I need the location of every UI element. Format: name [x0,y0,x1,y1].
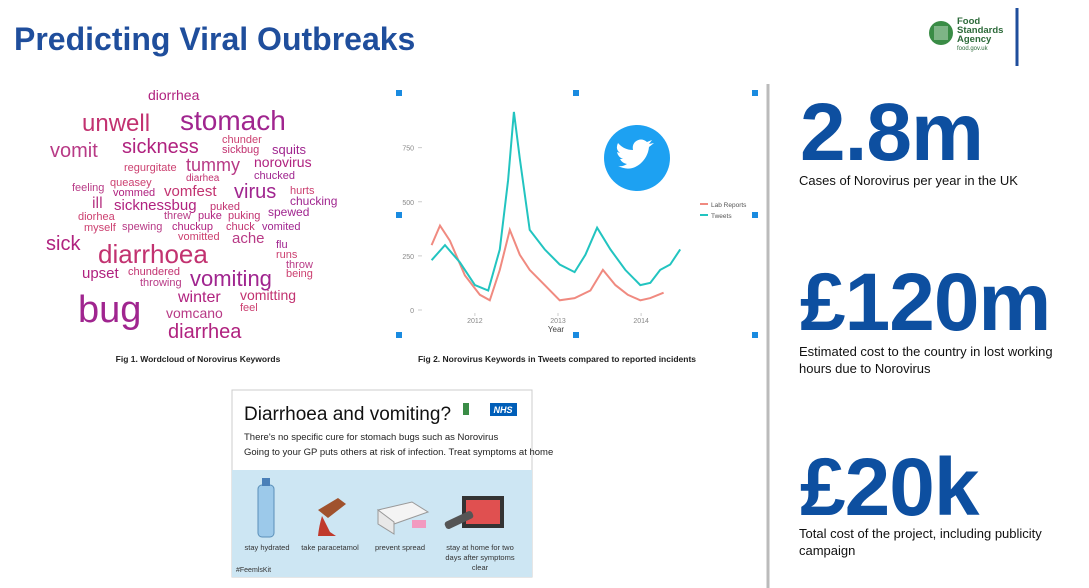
logo-text: Agency [957,34,992,45]
cloud-word: spewing [122,221,162,233]
series-line [430,111,682,292]
stat-label: Estimated cost to the country in lost wo… [799,344,1053,376]
cloud-word: sickness [122,136,199,158]
y-tick-label: 500 [402,200,414,207]
cloud-word: vomfest [164,183,217,200]
cloud-word: virus [234,181,276,203]
logo-mark [929,21,953,45]
logo-text: food.gov.uk [957,46,989,52]
stat-value: £20k [800,442,979,533]
cloud-word: feel [240,302,258,314]
cloud-word: vommed [113,187,155,199]
cloud-word: puked [210,201,240,213]
cloud-word: chuckup [172,221,213,233]
cloud-word: puke [198,210,222,222]
cloud-word: hurts [290,185,315,197]
cloud-word: upset [82,265,120,282]
poster-item-label: take paracetamol [301,543,359,552]
legend-label: Lab Reports [711,202,747,209]
cloud-word: ill [92,195,103,212]
cloud-word: throw [286,259,313,271]
x-axis-label: Year [548,325,565,334]
cloud-word: vomcano [166,305,223,321]
cloud-word: diarrhea [168,321,242,343]
cloud-word: ache [232,230,265,247]
poster-badge: NHS [493,405,512,415]
twitter-icon [604,125,670,191]
figure-caption: Fig 1. Wordcloud of Norovirus Keywords [116,354,281,364]
cloud-word: bug [78,289,141,331]
stat-label: Cases of Norovirus per year in the UK [799,173,1018,188]
cloud-word: regurgitate [124,162,177,174]
cloud-word: flu [276,239,288,251]
poster-item-label: stay hydrated [244,543,290,552]
cloud-word: chucking [290,194,337,208]
cloud-word: vomited [262,221,301,233]
x-tick-label: 2014 [633,318,649,325]
logo-text: Food [957,16,980,27]
cloud-word: unwell [82,110,150,137]
y-tick-label: 750 [402,146,414,153]
cloud-word: winter [177,289,221,306]
cloud-word: vomit [50,140,98,162]
cloud-word: spewed [268,205,309,219]
cloud-word: chuck [226,221,255,233]
cloud-word: sickbug [222,144,259,156]
stat-value: £120m [800,257,1051,348]
cloud-word: myself [84,222,117,234]
cloud-word: runs [276,249,298,261]
y-tick-label: 0 [410,308,414,315]
cloud-word: diorhea [78,211,116,223]
legend-label: Tweets [711,213,732,220]
logo [929,8,1019,66]
slide-title: Predicting Viral Outbreaks [14,21,415,57]
cloud-word: diarhea [186,173,220,184]
poster-item-label: prevent spread [374,543,426,552]
cloud-word: sicknessbug [114,197,197,214]
cloud-word: diorrhea [148,87,200,103]
cloud-word: queasey [110,177,152,189]
logo-mark-inner [934,26,948,40]
x-tick-label: 2013 [550,318,566,325]
cloud-word: vomitted [178,231,220,243]
cloud-word: norovirus [254,154,312,170]
cloud-word: chucked [254,170,295,182]
poster-line: There's no specific cure for stomach bug… [244,432,498,443]
cloud-word: chundered [128,266,180,278]
cloud-word: being [286,268,313,280]
cloud-word: stomach [180,105,286,136]
cloud-word: tummy [186,155,240,175]
poster-hashtag: #FeemlsKit [236,567,271,574]
cloud-word: throwing [140,277,182,289]
cloud-word: vomiting [190,266,272,291]
y-tick-label: 250 [402,254,414,261]
cloud-word: puking [228,210,260,222]
series-line [430,223,664,302]
x-tick-label: 2012 [467,318,483,325]
cloud-word: sick [46,233,81,255]
cloud-word: feeling [72,182,104,194]
figure-caption: Fig 2. Norovirus Keywords in Tweets comp… [418,354,696,364]
cloud-word: chunder [222,134,262,146]
cloud-word: threw [164,210,191,222]
stat-value: 2.8m [800,87,984,178]
cloud-word: vomitting [240,287,296,303]
poster-title: Diarrhoea and vomiting? [244,404,451,425]
poster-item-label: stay at home for two days after symptoms… [445,543,515,572]
poster-line: Going to your GP puts others at risk of … [244,447,553,458]
logo-text: Standards [957,25,1003,36]
cloud-word: squits [272,142,306,157]
chart-frame [396,90,758,338]
poster [231,389,533,578]
cloud-word: diarrhoea [98,239,208,269]
stat-label: Total cost of the project, including pub… [799,526,1042,558]
